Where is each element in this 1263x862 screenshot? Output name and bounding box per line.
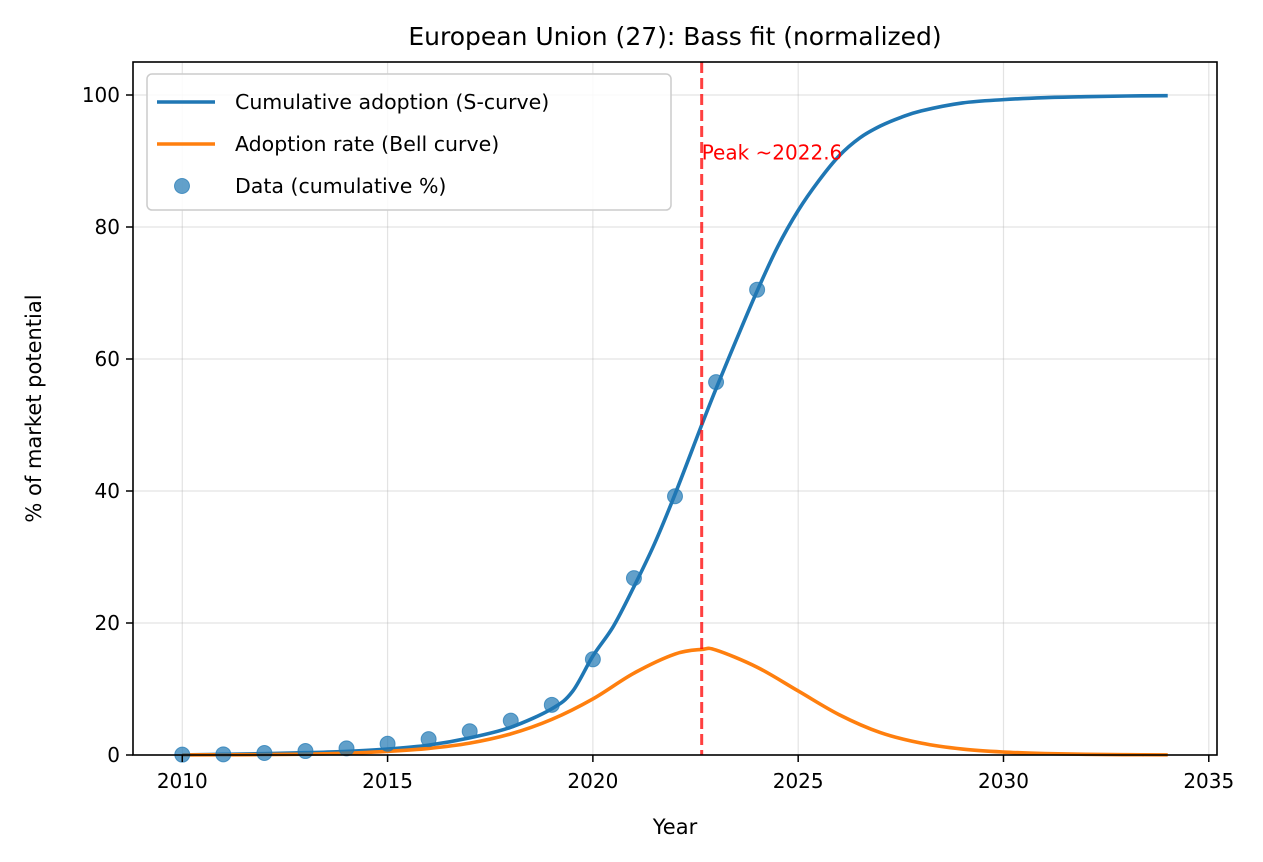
x-tick-label: 2030 (978, 769, 1029, 793)
data-point (584, 651, 601, 668)
y-tick-label: 100 (82, 83, 120, 107)
data-point (379, 735, 396, 752)
y-axis-label: % of market potential (22, 294, 46, 522)
plot-frame (132, 61, 1218, 756)
series-line-0 (182, 93, 1168, 757)
y-tick-label: 0 (107, 743, 120, 767)
x-tick-label: 2035 (1183, 769, 1234, 793)
data-point (543, 696, 560, 713)
data-point (749, 281, 766, 298)
data-point (625, 570, 642, 587)
data-point (256, 745, 273, 762)
chart-title: European Union (27): Bass fit (normalize… (408, 22, 941, 51)
series-line-1 (182, 646, 1168, 757)
y-tick-label: 20 (95, 611, 120, 635)
y-tick-label: 40 (95, 479, 120, 503)
axis-ticks: 2010 2015 2020 2025 2030 2035 0 20 40 60 80 100 (82, 83, 1234, 793)
data-point (338, 740, 355, 757)
x-tick-label: 2025 (773, 769, 824, 793)
x-tick-label: 2010 (157, 769, 208, 793)
legend: Cumulative adoption (S-curve) Adoption ra… (146, 73, 672, 211)
legend-label-2: Data (cumulative %) (235, 174, 446, 198)
x-tick-label: 2015 (362, 769, 413, 793)
legend-box (146, 73, 672, 211)
legend-swatch-2 (174, 178, 190, 194)
data-point (667, 488, 683, 505)
legend-label-0: Cumulative adoption (S-curve) (235, 90, 549, 114)
x-axis-label: Year (652, 815, 698, 839)
peak-label: Peak ~2022.6 (702, 141, 843, 165)
legend-label-1: Adoption rate (Bell curve) (235, 132, 499, 156)
data-point (420, 731, 437, 748)
data-point (502, 712, 519, 729)
data-point (461, 723, 478, 740)
x-tick-label: 2020 (567, 769, 618, 793)
y-tick-label: 60 (95, 347, 120, 371)
data-point (708, 374, 725, 391)
y-tick-label: 80 (95, 215, 120, 239)
data-point (297, 743, 314, 760)
peak-annotation: Peak ~2022.6 (700, 62, 843, 755)
